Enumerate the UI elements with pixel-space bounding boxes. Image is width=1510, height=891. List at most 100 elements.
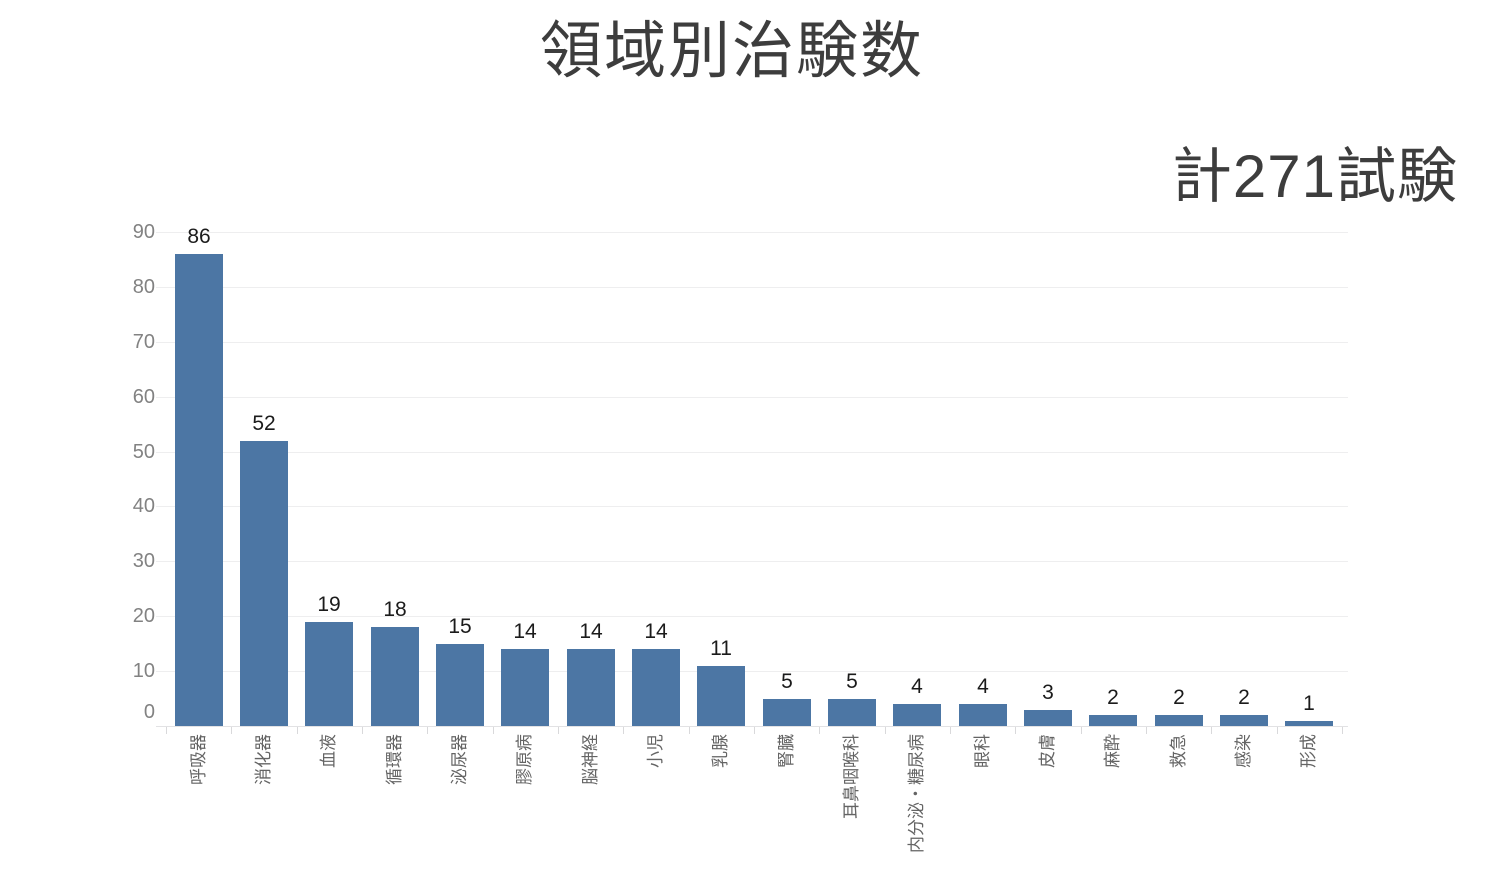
x-axis-tick (1211, 727, 1212, 734)
x-category-label: 形成 (1299, 734, 1318, 884)
x-category-label-text: 形成 (1299, 734, 1318, 768)
bar (240, 441, 288, 726)
gridline (156, 616, 1348, 617)
bar-value-label: 1 (1303, 692, 1315, 715)
x-category-label: 泌尿器 (450, 734, 469, 884)
bar-value-label: 4 (977, 675, 989, 698)
bar (697, 666, 745, 726)
x-category-label: 耳鼻咽喉科 (842, 734, 861, 884)
y-axis-tick-label: 30 (132, 550, 155, 572)
gridline (156, 232, 1348, 233)
bar (501, 649, 549, 726)
x-category-label-text: 循環器 (385, 734, 404, 785)
y-axis-tick-label: 70 (132, 331, 155, 353)
bar-value-label: 14 (513, 620, 537, 643)
gridline (156, 561, 1348, 562)
bar-value-label: 4 (911, 675, 923, 698)
gridline (156, 671, 1348, 672)
gridline (156, 287, 1348, 288)
x-axis-tick (493, 727, 494, 734)
x-axis-tick (558, 727, 559, 734)
bar (959, 704, 1007, 726)
x-axis-tick (819, 727, 820, 734)
bar (175, 254, 223, 726)
y-axis-tick-label: 50 (132, 441, 155, 463)
bar (1285, 721, 1333, 726)
gridline (156, 506, 1348, 507)
x-category-label: 麻酔 (1103, 734, 1122, 884)
x-category-label: 呼吸器 (189, 734, 208, 884)
total-trials-annotation: 計271試験 (1171, 143, 1458, 210)
x-category-label-text: 膠原病 (515, 734, 534, 785)
gridline (156, 452, 1348, 453)
x-category-label: 血液 (319, 734, 338, 884)
gridline (156, 397, 1348, 398)
bar (436, 644, 484, 726)
x-category-label-text: 感染 (1234, 734, 1253, 768)
bar (632, 649, 680, 726)
gridline (156, 342, 1348, 343)
x-axis-tick (754, 727, 755, 734)
bar-value-label: 5 (781, 670, 793, 693)
x-axis-line (156, 726, 1348, 727)
x-axis-tick (297, 727, 298, 734)
bar-value-label: 14 (579, 620, 603, 643)
bar (828, 699, 876, 726)
x-category-label: 小児 (646, 734, 665, 884)
x-category-label-text: 麻酔 (1103, 734, 1122, 768)
x-axis-tick (231, 727, 232, 734)
x-axis-tick (1015, 727, 1016, 734)
x-axis-tick (427, 727, 428, 734)
bar (371, 627, 419, 726)
x-category-label: 内分泌・糖尿病 (907, 734, 926, 884)
x-category-label-text: 小児 (646, 734, 665, 768)
x-axis-tick (689, 727, 690, 734)
x-category-label: 腎臓 (777, 734, 796, 884)
x-category-label-text: 耳鼻咽喉科 (842, 734, 861, 819)
bar (1220, 715, 1268, 726)
x-category-label: 皮膚 (1038, 734, 1057, 884)
bar (763, 699, 811, 726)
bar (1155, 715, 1203, 726)
bar-value-label: 3 (1042, 681, 1054, 704)
bar-value-label: 2 (1173, 686, 1185, 709)
bar-value-label: 15 (448, 615, 472, 638)
x-category-label-text: 呼吸器 (189, 734, 208, 785)
x-axis-tick (1277, 727, 1278, 734)
x-category-label-text: 脳神経 (581, 734, 600, 785)
bar-value-label: 14 (644, 620, 668, 643)
bar (567, 649, 615, 726)
x-axis-tick (950, 727, 951, 734)
bar (1024, 710, 1072, 726)
x-category-label: 消化器 (254, 734, 273, 884)
y-axis-tick-label: 40 (132, 495, 155, 517)
x-axis-tick (362, 727, 363, 734)
bar-value-label: 52 (252, 412, 276, 435)
bar-value-label: 86 (187, 225, 211, 248)
x-category-label: 乳腺 (711, 734, 730, 884)
x-category-label-text: 消化器 (254, 734, 273, 785)
x-category-label-text: 乳腺 (711, 734, 730, 768)
chart-title: 領域別治験数 (539, 17, 924, 86)
bar-value-label: 19 (317, 593, 341, 616)
x-axis-tick (166, 727, 167, 734)
x-category-label-text: 泌尿器 (450, 734, 469, 785)
y-axis-tick-label: 90 (132, 221, 155, 243)
bar-value-label: 2 (1107, 686, 1119, 709)
x-axis-tick (623, 727, 624, 734)
x-category-label: 膠原病 (515, 734, 534, 884)
y-axis-tick-label: 60 (132, 386, 155, 408)
x-category-label: 循環器 (385, 734, 404, 884)
x-category-label-text: 血液 (319, 734, 338, 768)
bar-value-label: 18 (383, 598, 407, 621)
y-axis-tick-label: 10 (132, 660, 155, 682)
x-category-label-text: 救急 (1169, 734, 1188, 768)
y-axis-tick-label: 0 (143, 701, 155, 723)
bar (305, 622, 353, 726)
x-category-label-text: 皮膚 (1038, 734, 1057, 768)
x-category-label: 感染 (1234, 734, 1253, 884)
y-axis-tick-label: 80 (132, 276, 155, 298)
x-axis-tick (1342, 727, 1343, 734)
bar (893, 704, 941, 726)
x-category-label-text: 眼科 (973, 734, 992, 768)
